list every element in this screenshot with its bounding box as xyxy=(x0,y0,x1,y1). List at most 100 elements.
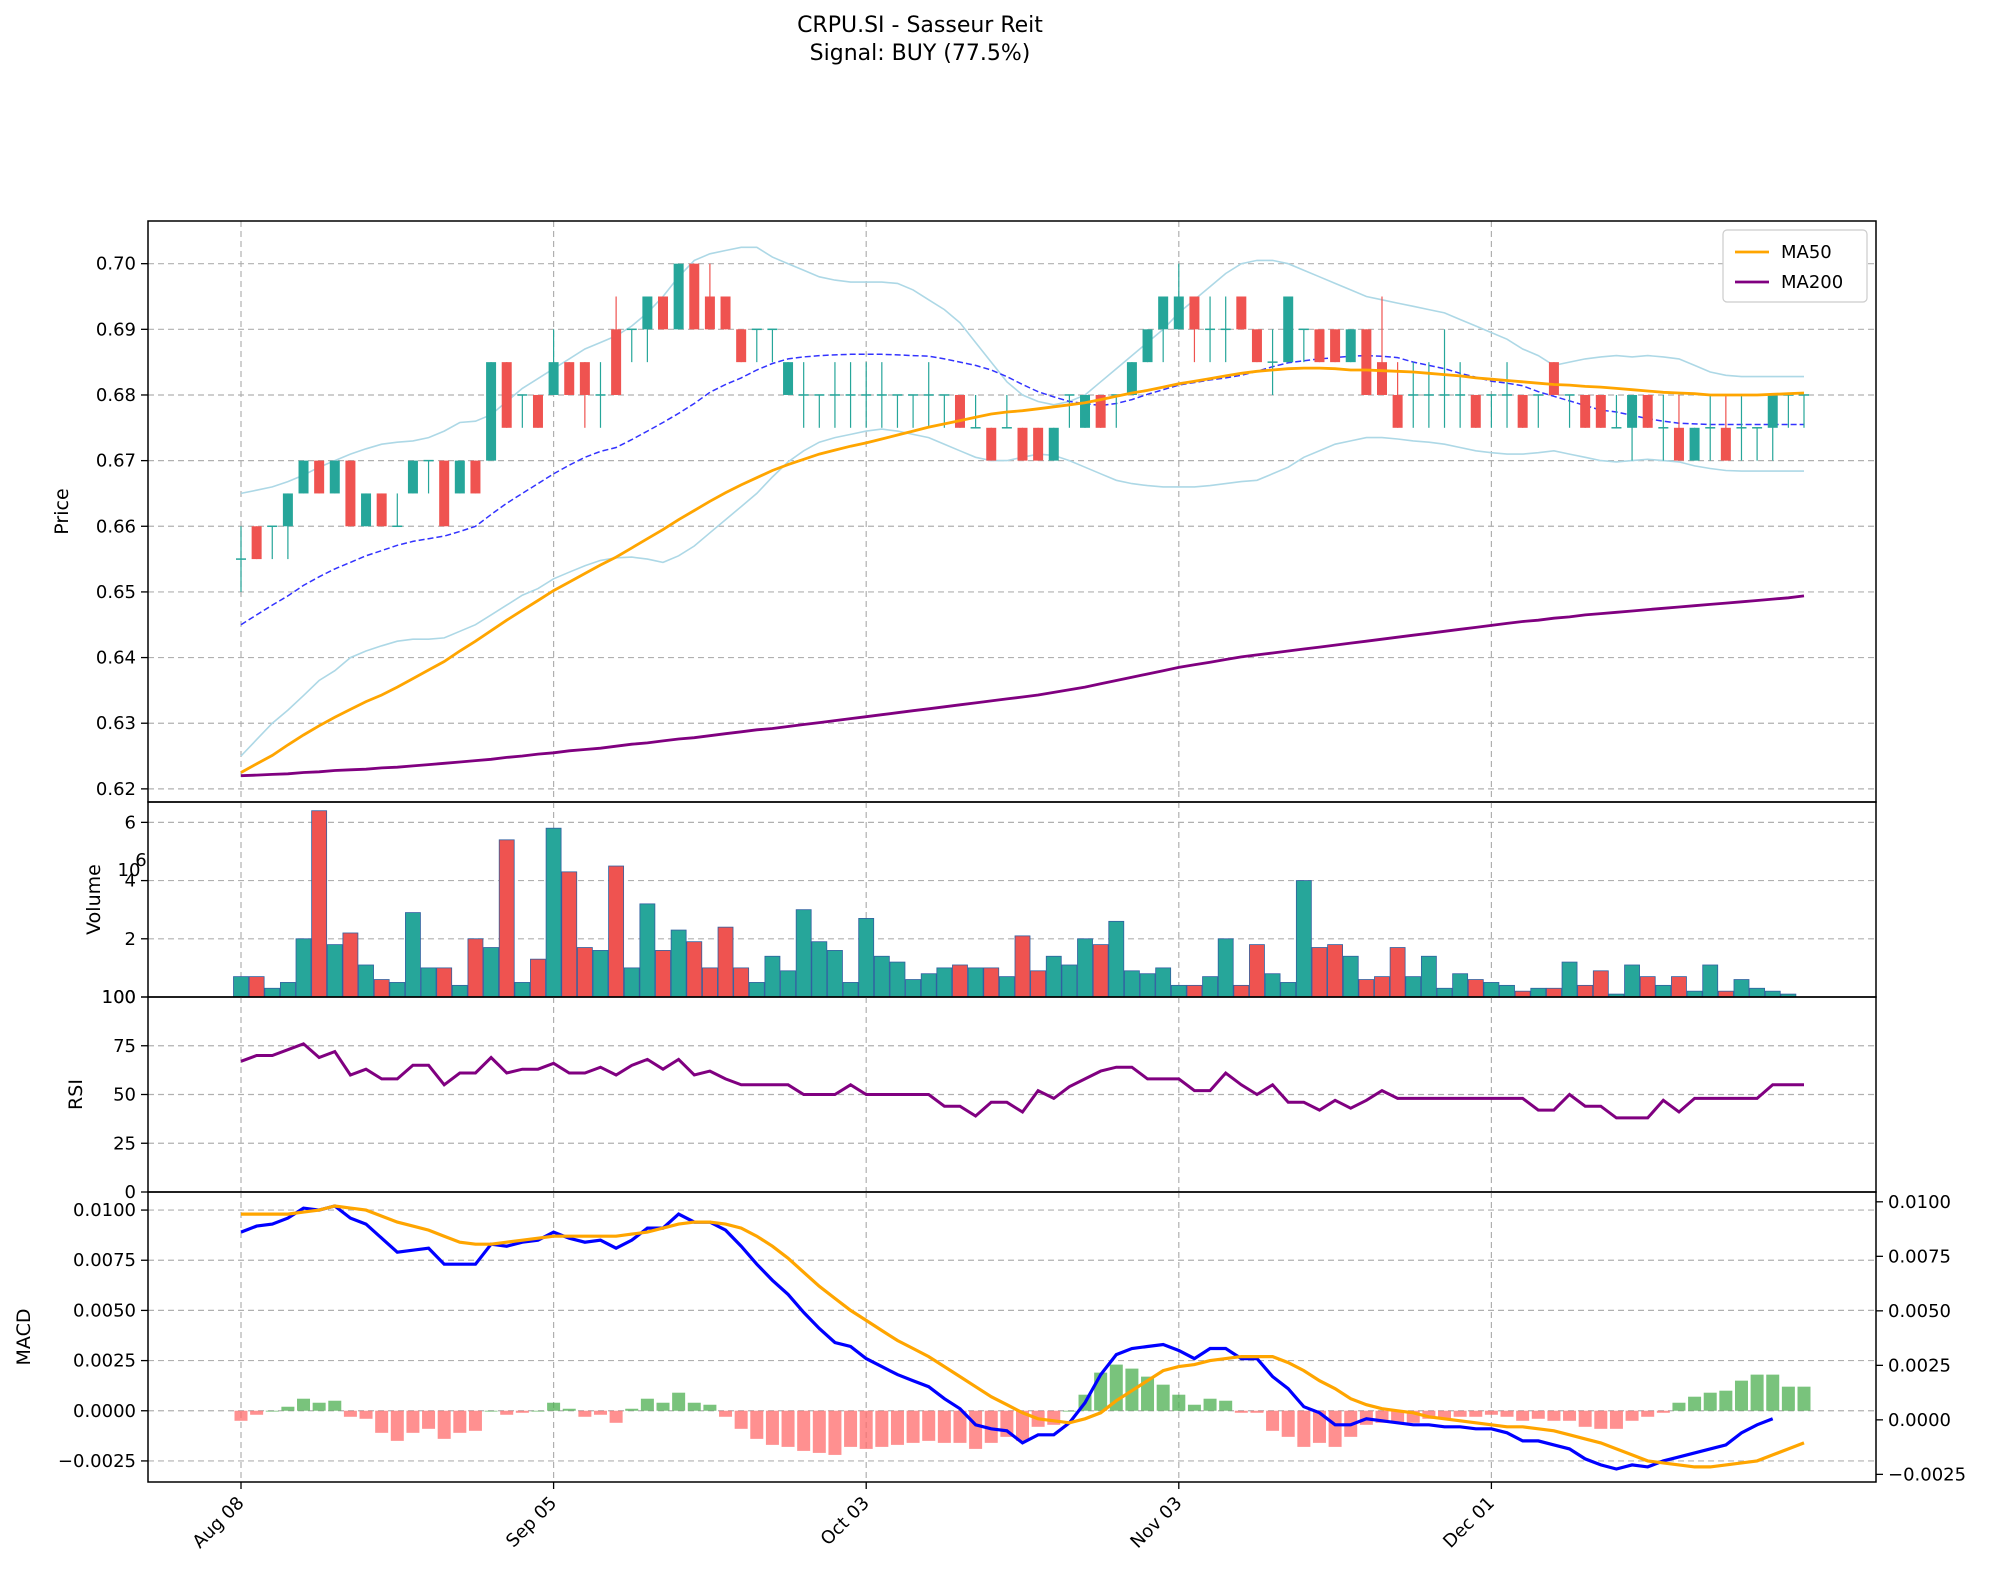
x-tick-label: Oct 03 xyxy=(817,1493,874,1550)
macd-signal-line xyxy=(241,1204,1805,1469)
candle-body xyxy=(1064,394,1075,396)
macd-histogram-bar xyxy=(515,1410,529,1413)
legend-box xyxy=(1722,229,1868,303)
candle-body xyxy=(1392,394,1403,428)
y-tick-label: −0.0025 xyxy=(1888,1464,1966,1485)
candle-body xyxy=(595,394,606,396)
candle-body xyxy=(282,493,293,527)
volume-multiplier-exponent: 6 xyxy=(135,850,146,871)
candle-body xyxy=(1736,427,1747,429)
volume-bar xyxy=(952,964,968,998)
volume-bar xyxy=(1155,967,1172,998)
volume-bar xyxy=(967,967,984,998)
y-tick-label: 0.66 xyxy=(96,516,136,537)
volume-bar xyxy=(889,961,906,998)
ma50-line xyxy=(240,366,1805,774)
volume-bar xyxy=(1108,920,1125,998)
volume-bar xyxy=(405,912,421,998)
macd-histogram-bar xyxy=(297,1398,311,1411)
candle-body xyxy=(361,493,372,527)
candle-body xyxy=(501,362,512,428)
macd-histogram-bar xyxy=(734,1410,748,1429)
macd-histogram-bar xyxy=(1219,1400,1233,1411)
y-tick-label: 0.0000 xyxy=(1888,1410,1951,1431)
volume-bar xyxy=(1655,984,1672,998)
volume-bar xyxy=(1764,990,1781,998)
ma20-line xyxy=(240,353,1804,626)
macd-histogram-bar xyxy=(250,1410,264,1415)
candle-body xyxy=(814,394,825,396)
volume-bar xyxy=(1233,984,1250,998)
macd-histogram-bar xyxy=(343,1410,357,1417)
volume-bar xyxy=(1061,964,1078,998)
y-tick-label: 0.0025 xyxy=(73,1351,136,1372)
candle-body xyxy=(783,362,794,395)
volume-bar xyxy=(358,964,374,998)
macd-histogram-bar xyxy=(656,1402,670,1411)
macd-histogram-bar xyxy=(1531,1410,1545,1419)
volume-bar xyxy=(467,938,484,998)
macd-histogram-bar xyxy=(406,1410,420,1433)
volume-bar xyxy=(279,982,296,998)
macd-histogram-bar xyxy=(1625,1410,1639,1421)
volume-bar xyxy=(1092,944,1109,998)
volume-bar xyxy=(530,958,546,998)
candle-body xyxy=(439,460,450,527)
volume-bar xyxy=(1530,987,1547,998)
candle-body xyxy=(1658,427,1669,429)
y-tick-label: 75 xyxy=(113,1036,136,1057)
macd-histogram-bar xyxy=(1016,1410,1029,1441)
y-tick-label: −0.0025 xyxy=(58,1451,136,1472)
candle-body xyxy=(1345,329,1356,363)
candle-body xyxy=(548,362,559,395)
candle-body xyxy=(579,362,590,395)
macd-histogram-bar xyxy=(812,1410,826,1453)
candle-body xyxy=(673,263,684,330)
volume-bar xyxy=(608,865,625,998)
volume-bar xyxy=(873,955,890,998)
macd-histogram-bar xyxy=(1797,1386,1811,1411)
macd-histogram-bar xyxy=(1766,1374,1780,1411)
macd-histogram-bar xyxy=(390,1410,404,1441)
candle-body xyxy=(517,394,528,396)
volume-bar xyxy=(795,909,812,998)
volume-bar xyxy=(592,950,609,998)
macd-histogram-bar xyxy=(1187,1404,1201,1411)
candle-body xyxy=(1767,394,1778,428)
volume-bar xyxy=(639,903,656,998)
candle-body xyxy=(1439,394,1450,396)
volume-bar xyxy=(702,967,718,998)
macd-histogram-bar xyxy=(547,1402,561,1411)
volume-bar xyxy=(1546,987,1562,998)
macd-histogram-bar xyxy=(1719,1390,1733,1411)
candle-body xyxy=(1001,427,1012,429)
candle-body xyxy=(486,362,497,461)
macd-histogram-bar xyxy=(1156,1384,1170,1411)
y-axis-label: MACD xyxy=(13,1309,35,1366)
macd-histogram-bar xyxy=(765,1410,779,1445)
candle-body xyxy=(970,427,981,429)
volume-bar xyxy=(1702,964,1719,998)
volume-bar xyxy=(748,982,765,998)
y-tick-label: 0.70 xyxy=(96,254,136,275)
y-tick-label: 0.68 xyxy=(96,385,136,406)
candle-body xyxy=(1033,427,1044,461)
macd-histogram-bar xyxy=(1641,1410,1655,1417)
macd-histogram-bar xyxy=(484,1410,498,1412)
candle-body xyxy=(376,493,387,527)
candle-body xyxy=(642,296,653,330)
volume-bar xyxy=(373,979,390,998)
macd-histogram-bar xyxy=(828,1410,842,1455)
candle-body xyxy=(1220,328,1231,331)
macd-histogram-bar xyxy=(234,1410,248,1421)
macd-histogram-bar xyxy=(500,1410,514,1415)
volume-bar xyxy=(436,967,453,998)
candle-body xyxy=(1298,328,1309,331)
volume-bar xyxy=(780,970,796,998)
volume-bar xyxy=(1420,955,1437,998)
volume-bar xyxy=(1374,976,1390,998)
candle-body xyxy=(1799,394,1809,396)
macd-histogram-bar xyxy=(1609,1410,1623,1429)
macd-histogram-bar xyxy=(906,1410,920,1443)
y-tick-label: 25 xyxy=(113,1133,136,1154)
